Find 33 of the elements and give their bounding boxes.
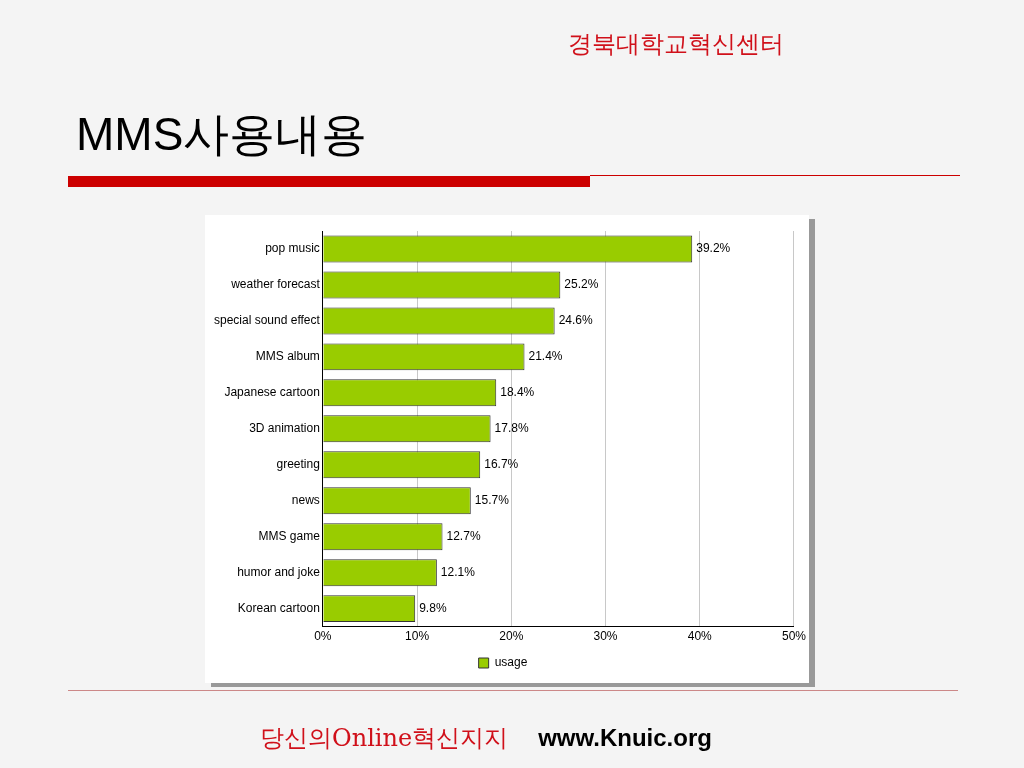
data-label: 25.2% xyxy=(564,277,599,292)
y-tick-label: MMS album xyxy=(255,349,320,364)
legend-label: usage xyxy=(494,655,528,670)
x-tick-label: 0% xyxy=(314,629,332,644)
y-tick-label: pop music xyxy=(265,241,320,256)
data-label: 16.7% xyxy=(484,457,519,472)
x-tick-label: 20% xyxy=(499,629,524,644)
y-tick-label: greeting xyxy=(276,457,320,472)
y-tick-label: weather forecast xyxy=(230,277,321,292)
chart-title: MMS사용내용 xyxy=(76,107,368,162)
y-tick-label: MMS game xyxy=(258,529,321,543)
y-tick-label: Japanese cartoon xyxy=(224,385,320,400)
data-label: 39.2% xyxy=(696,241,731,256)
text: www.Knuic.org xyxy=(538,724,712,752)
data-label: 21.4% xyxy=(528,349,563,364)
text: 경북대학교혁신센터 xyxy=(568,29,784,60)
data-label: 9.8% xyxy=(419,600,447,615)
data-label: 17.8% xyxy=(494,421,529,436)
data-label: 15.7% xyxy=(474,493,510,508)
data-label: 12.7% xyxy=(446,529,481,543)
y-tick-label: Korean cartoon xyxy=(237,600,320,615)
x-tick-label: 10% xyxy=(405,629,430,644)
y-tick-label: 3D animation xyxy=(249,421,320,436)
y-tick-label: news xyxy=(291,493,320,508)
text: 당신의Online혁신지지 xyxy=(260,723,509,754)
x-tick-label: 30% xyxy=(593,629,618,644)
data-label: 12.1% xyxy=(440,564,476,579)
x-tick-label: 40% xyxy=(687,629,713,644)
data-label: 18.4% xyxy=(500,385,535,400)
y-tick-label: special sound effect xyxy=(213,313,321,328)
x-tick-label: 50% xyxy=(781,629,807,644)
data-label: 24.6% xyxy=(558,313,594,328)
y-tick-label: humor and joke xyxy=(237,564,321,579)
